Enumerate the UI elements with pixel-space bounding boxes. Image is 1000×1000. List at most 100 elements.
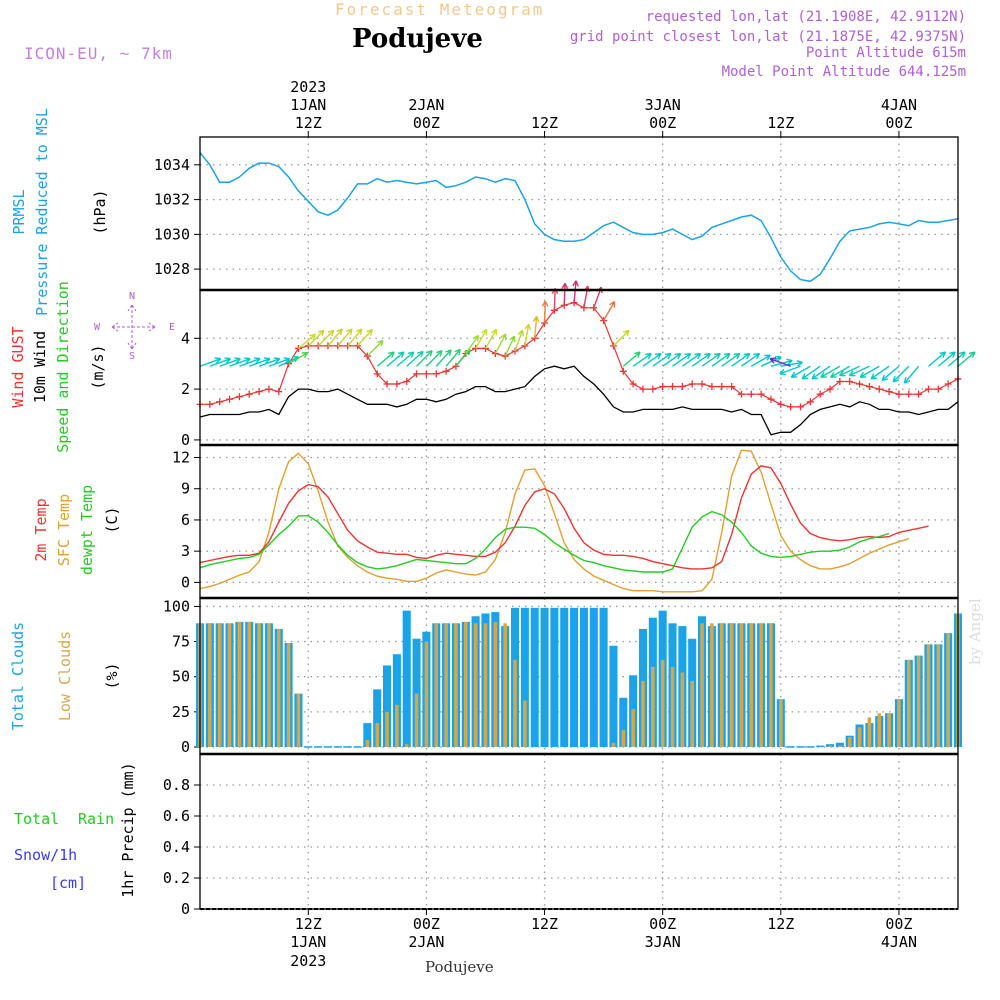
wind-gust-marker: [472, 344, 480, 352]
wind-gust-marker: [934, 385, 942, 393]
low-clouds-bar: [404, 744, 409, 747]
wind-gust-marker: [915, 390, 923, 398]
wind-speed-direction-label: Speed and Direction: [54, 281, 72, 453]
pressure-unit-label: (hPa): [91, 189, 109, 234]
low-clouds-bar: [237, 621, 242, 747]
temp-unit-label: (C): [103, 506, 121, 533]
wind-gust-marker: [235, 393, 243, 401]
low-clouds-bar: [739, 623, 744, 747]
wind-direction-arrow: [475, 329, 488, 349]
low-clouds-bar: [503, 623, 507, 747]
bottom-day-label: 4JAN: [881, 933, 917, 951]
wind-direction-arrow: [524, 324, 530, 347]
total-clouds-bar: [560, 607, 569, 747]
station-name: Podujeve: [352, 24, 483, 54]
low-clouds-bar: [729, 623, 734, 747]
wind-arrow-head: [801, 373, 809, 380]
temp-sfc-label: SFC Temp: [55, 494, 73, 566]
total-clouds-bar: [530, 607, 539, 747]
wind-direction-arrow: [307, 329, 325, 347]
wind-arrow-head: [491, 328, 498, 336]
wind-gust-marker: [442, 367, 450, 375]
wind-arrow-head: [811, 373, 819, 380]
wind-direction-arrow: [622, 351, 641, 367]
wind-direction-arrow: [396, 351, 415, 367]
low-clouds-label: Low Clouds: [56, 631, 74, 721]
wind-arrow-head: [309, 333, 316, 341]
wind-gust-marker: [698, 380, 706, 388]
wind-direction-arrow: [612, 329, 630, 347]
total-clouds-bar: [392, 654, 401, 747]
low-clouds-bar: [257, 623, 261, 747]
wind-arrow-head: [704, 352, 711, 360]
low-clouds-bar: [641, 680, 645, 747]
compass-north-label: N: [129, 291, 135, 302]
pressure-series-line: [199, 152, 959, 283]
wind-arrow-head: [903, 377, 911, 384]
wind-gust-marker: [688, 380, 696, 388]
wind-direction-arrow: [376, 351, 395, 367]
snow-unit-label: [cm]: [50, 874, 86, 892]
low-clouds-bar: [946, 633, 950, 747]
wind-direction-arrow: [317, 329, 335, 347]
temp-2m-label: 2m Temp: [32, 498, 50, 561]
wind-direction-arrow: [750, 354, 771, 367]
model-point-altitude: Model Point Altitude 644.125m: [721, 64, 966, 80]
wind-arrow-head: [609, 300, 616, 308]
wind-direction-arrow: [573, 280, 577, 303]
wind-arrow-head: [839, 370, 846, 377]
wind-direction-arrow: [543, 301, 547, 324]
wind-gust-marker: [905, 390, 913, 398]
y-tick-label: 4: [181, 329, 190, 347]
wind-arrow-head: [376, 339, 384, 347]
wind-arrow-head: [346, 328, 353, 336]
wind-arrow-head: [764, 354, 771, 361]
low-clouds-bar: [651, 666, 655, 747]
wind-gust-marker: [491, 350, 499, 358]
wind-direction-arrow: [632, 353, 652, 367]
wind-gust-marker: [304, 342, 312, 350]
bottom-hour-label: 00Z: [885, 915, 912, 933]
temp-dewpt-label: dewpt Temp: [78, 485, 96, 575]
wind-arrow-head: [848, 370, 856, 377]
wind-gust-marker: [216, 398, 224, 406]
low-clouds-bar: [493, 621, 498, 747]
total-clouds-bar: [520, 607, 529, 747]
wind-direction-arrow: [386, 351, 405, 367]
wind-gust-marker: [924, 385, 932, 393]
low-clouds-bar: [680, 672, 685, 747]
wind-direction-arrow: [435, 349, 452, 367]
y-tick-label: 100: [163, 597, 190, 615]
wind-arrow-head: [645, 352, 652, 360]
y-tick-label: 0.6: [163, 807, 190, 825]
wind-arrow-head: [244, 357, 251, 364]
wind-direction-arrow: [691, 353, 711, 367]
wind-arrow-head: [769, 357, 777, 364]
compass-west-label: W: [94, 322, 101, 333]
wind-arrow-head: [779, 368, 786, 376]
low-clouds-bar: [847, 737, 852, 747]
wind-arrow-head: [572, 280, 579, 287]
wind-direction-arrow: [701, 353, 721, 367]
low-clouds-bar: [828, 745, 832, 747]
y-tick-label: 50: [172, 668, 190, 686]
wind-direction-arrow: [258, 358, 280, 367]
wind-gust-marker: [501, 352, 509, 360]
low-clouds-bar: [276, 628, 281, 747]
wind-direction-arrow: [327, 328, 343, 347]
wind-arrow-head: [541, 300, 549, 307]
y-tick-label: 1032: [154, 191, 190, 209]
bottom-hour-label: 12Z: [531, 915, 558, 933]
wind-arrow-head: [694, 352, 702, 360]
wind-gust-marker: [206, 400, 214, 408]
wind-arrow-head: [254, 357, 261, 364]
wind-arrow-head: [775, 356, 782, 363]
wind-gust-marker: [895, 390, 903, 398]
y-tick-label: 3: [181, 542, 190, 560]
wind-direction-arrow: [903, 365, 920, 384]
wind-direction-arrow: [830, 365, 851, 378]
wind-gust-marker: [393, 380, 401, 388]
top-hour-label: 00Z: [413, 114, 440, 132]
low-clouds-bar: [690, 680, 694, 747]
low-clouds-bar: [779, 699, 783, 747]
